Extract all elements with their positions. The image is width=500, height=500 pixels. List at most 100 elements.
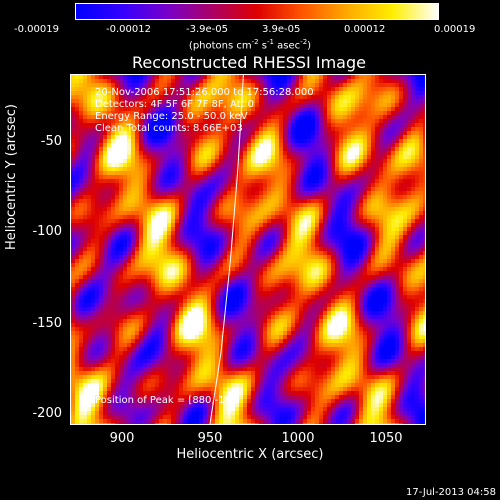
heatmap-cell (287, 115, 291, 119)
heatmap-cell (167, 207, 171, 211)
heatmap-cell (203, 111, 207, 115)
heatmap-cell (311, 175, 315, 179)
heatmap-cell (135, 135, 139, 139)
heatmap-cell (95, 223, 99, 227)
heatmap-cell (383, 75, 387, 79)
heatmap-cell (123, 119, 127, 123)
heatmap-cell (303, 79, 307, 83)
heatmap-cell (187, 151, 191, 155)
heatmap-cell (167, 267, 171, 271)
heatmap-cell (223, 115, 227, 119)
heatmap-cell (339, 283, 343, 287)
heatmap-cell (87, 135, 91, 139)
heatmap-cell (215, 111, 219, 115)
heatmap-cell (131, 147, 135, 151)
heatmap-cell (119, 243, 123, 247)
heatmap-cell (139, 235, 143, 239)
heatmap-cell (375, 215, 379, 219)
heatmap-cell (191, 195, 195, 199)
heatmap-cell (323, 139, 327, 143)
heatmap-cell (95, 147, 99, 151)
heatmap-cell (235, 251, 239, 255)
heatmap-cell (279, 243, 283, 247)
heatmap-cell (107, 179, 111, 183)
heatmap-cell (295, 111, 299, 115)
heatmap-cell (419, 235, 423, 239)
heatmap-cell (79, 107, 83, 111)
heatmap-cell (199, 175, 203, 179)
heatmap-cell (283, 195, 287, 199)
heatmap-cell (403, 259, 407, 263)
heatmap-cell (299, 179, 303, 183)
heatmap-cell (215, 79, 219, 83)
heatmap-cell (123, 171, 127, 175)
heatmap-cell (131, 103, 135, 107)
heatmap-cell (111, 203, 115, 207)
heatmap-cell (91, 291, 95, 295)
heatmap-cell (311, 283, 315, 287)
heatmap-cell (363, 267, 367, 271)
heatmap-cell (279, 275, 283, 279)
heatmap-cell (291, 151, 295, 155)
heatmap-cell (135, 139, 139, 143)
heatmap-cell (75, 267, 79, 271)
heatmap-cell (175, 155, 179, 159)
heatmap-cell (259, 231, 263, 235)
heatmap-cell (223, 259, 227, 263)
heatmap-cell (95, 131, 99, 135)
heatmap-cell (135, 131, 139, 135)
heatmap-cell (235, 103, 239, 107)
heatmap-cell (323, 175, 327, 179)
heatmap-cell (267, 91, 271, 95)
heatmap-cell (99, 139, 103, 143)
heatmap-cell (159, 123, 163, 127)
heatmap-cell (275, 127, 279, 131)
heatmap-cell (159, 183, 163, 187)
heatmap-cell (275, 91, 279, 95)
heatmap-cell (295, 95, 299, 99)
heatmap-cell (167, 259, 171, 263)
heatmap-cell (87, 223, 91, 227)
heatmap-cell (171, 267, 175, 271)
heatmap-cell (387, 171, 391, 175)
heatmap-cell (311, 91, 315, 95)
heatmap-cell (87, 111, 91, 115)
heatmap-cell (359, 195, 363, 199)
heatmap-cell (295, 159, 299, 163)
heatmap-cell (235, 215, 239, 219)
heatmap-cell (151, 279, 155, 283)
heatmap-cell (279, 135, 283, 139)
heatmap-cell (219, 207, 223, 211)
heatmap-cell (143, 291, 147, 295)
heatmap-cell (111, 283, 115, 287)
heatmap-cell (215, 223, 219, 227)
heatmap-cell (259, 179, 263, 183)
heatmap-cell (299, 295, 303, 299)
heatmap-cell (251, 155, 255, 159)
heatmap-cell (287, 235, 291, 239)
heatmap-cell (375, 231, 379, 235)
heatmap-cell (331, 291, 335, 295)
heatmap-cell (111, 131, 115, 135)
heatmap-cell (335, 91, 339, 95)
heatmap-cell (347, 287, 351, 291)
heatmap-cell (307, 175, 311, 179)
colorbar-tick: 0.00019 (434, 24, 476, 35)
heatmap-cell (251, 151, 255, 155)
heatmap-cell (255, 171, 259, 175)
heatmap-cell (123, 83, 127, 87)
heatmap-cell (135, 87, 139, 91)
heatmap-cell (331, 223, 335, 227)
heatmap-cell (179, 243, 183, 247)
heatmap-cell (107, 295, 111, 299)
heatmap-cell (411, 127, 415, 131)
heatmap-cell (71, 259, 75, 263)
heatmap-cell (191, 143, 195, 147)
heatmap-cell (135, 291, 139, 295)
heatmap-cell (267, 235, 271, 239)
heatmap-cell (399, 255, 403, 259)
heatmap-cell (355, 219, 359, 223)
heatmap-cell (343, 203, 347, 207)
heatmap-cell (347, 235, 351, 239)
heatmap-cell (79, 99, 83, 103)
